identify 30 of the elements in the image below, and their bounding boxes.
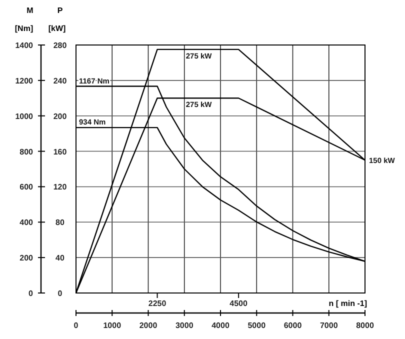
y2-tick-label: 160 (53, 147, 68, 156)
y2-tick-label: 120 (53, 182, 68, 192)
x-tick-label: 0 (74, 321, 79, 330)
x-tick-label: 2000 (139, 321, 158, 330)
y-tick-label: 200 (20, 254, 34, 263)
x-tick-label: 3000 (175, 321, 194, 330)
x2-tick-label: 2250 (148, 299, 167, 308)
y2-tick-label: 240 (53, 76, 68, 86)
y-tick-label: 0 (28, 289, 34, 298)
y-tick-label: 400 (20, 218, 34, 228)
x-tick-label: 5000 (248, 321, 266, 330)
x2-tick-label: 4500 (230, 299, 248, 308)
x-tick-label: 6000 (284, 321, 302, 330)
y2-tick-label: 40 (56, 254, 65, 263)
y-axis-title: M [Nm] (14, 6, 34, 33)
y-tick-label: 800 (20, 147, 34, 156)
y-tick-label: 1400 (15, 41, 34, 50)
y2-tick-label: 280 (53, 41, 68, 50)
x-tick-label: 7000 (320, 321, 338, 330)
y2-tick-label: 200 (53, 112, 68, 121)
x2-axis-title: n [ min -1] (328, 299, 368, 308)
y-tick-label: 600 (20, 182, 34, 192)
y-tick-label: 1200 (15, 76, 34, 86)
y2-tick-label: 80 (56, 218, 65, 228)
y-tick-label: 1000 (15, 112, 34, 121)
y2-tick-label: 0 (58, 289, 63, 298)
x-tick-label: 4000 (212, 321, 230, 330)
y2-axis-title: P [kW] (48, 6, 66, 33)
x-tick-label: 1000 (103, 321, 122, 330)
x-tick-label: 8000 (356, 321, 374, 330)
